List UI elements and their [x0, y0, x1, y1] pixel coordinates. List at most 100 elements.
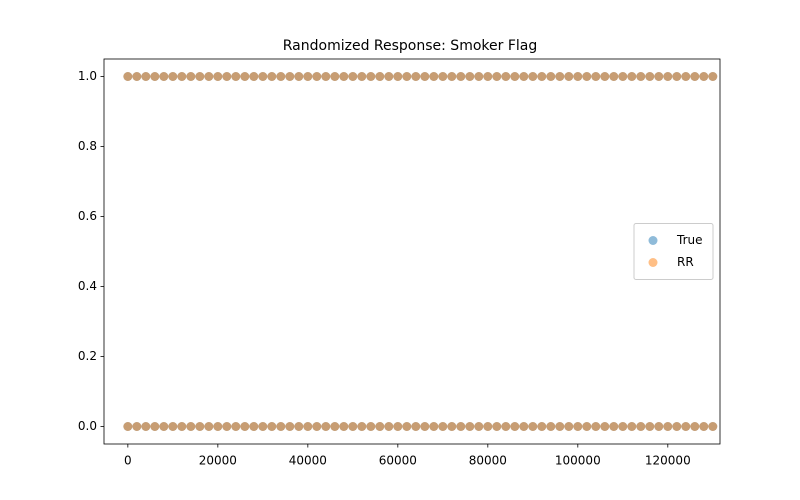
scatter-point — [636, 72, 646, 81]
legend-label: RR — [677, 255, 694, 269]
scatter-point — [339, 422, 349, 431]
scatter-point — [591, 72, 601, 81]
scatter-point — [195, 422, 205, 431]
x-tick-label: 0 — [124, 454, 132, 468]
scatter-point — [348, 72, 358, 81]
legend-marker — [648, 258, 658, 267]
scatter-point — [474, 422, 484, 431]
scatter-point — [132, 72, 142, 81]
scatter-point — [573, 422, 583, 431]
scatter-point — [600, 422, 610, 431]
scatter-point — [204, 72, 214, 81]
scatter-point — [573, 72, 583, 81]
scatter-point — [654, 72, 664, 81]
scatter-point — [267, 422, 277, 431]
scatter-point — [618, 72, 628, 81]
scatter-point — [537, 72, 547, 81]
legend-marker — [648, 236, 658, 245]
y-tick-label: 0.0 — [78, 419, 97, 433]
scatter-point — [690, 422, 700, 431]
x-tick-label: 120000 — [645, 454, 691, 468]
scatter-point — [438, 422, 448, 431]
scatter-point — [519, 72, 529, 81]
scatter-point — [141, 72, 151, 81]
scatter-point — [231, 72, 241, 81]
x-tick-label: 20000 — [199, 454, 237, 468]
scatter-point — [483, 422, 493, 431]
scatter-point — [384, 422, 394, 431]
scatter-point — [663, 422, 673, 431]
scatter-point — [213, 422, 223, 431]
scatter-point — [150, 422, 160, 431]
scatter-point — [546, 422, 556, 431]
scatter-point — [636, 422, 646, 431]
scatter-point — [483, 72, 493, 81]
scatter-point — [708, 422, 718, 431]
scatter-point — [159, 422, 169, 431]
scatter-point — [366, 72, 376, 81]
scatter-point — [600, 72, 610, 81]
scatter-point — [348, 422, 358, 431]
scatter-point — [708, 72, 718, 81]
scatter-point — [357, 72, 367, 81]
scatter-point — [411, 422, 421, 431]
scatter-point — [627, 422, 637, 431]
y-tick-label: 0.2 — [78, 349, 97, 363]
scatter-point — [312, 422, 322, 431]
y-tick-label: 0.8 — [78, 139, 97, 153]
scatter-point — [492, 72, 502, 81]
scatter-point — [456, 72, 466, 81]
scatter-point — [429, 422, 439, 431]
scatter-point — [690, 72, 700, 81]
scatter-point — [582, 72, 592, 81]
scatter-point — [627, 72, 637, 81]
scatter-point — [537, 422, 547, 431]
scatter-point — [465, 72, 475, 81]
scatter-point — [375, 72, 385, 81]
scatter-point — [177, 422, 187, 431]
scatter-point — [564, 72, 574, 81]
scatter-point — [231, 422, 241, 431]
scatter-point — [366, 422, 376, 431]
y-tick-label: 0.4 — [78, 279, 97, 293]
scatter-point — [303, 422, 313, 431]
scatter-point — [303, 72, 313, 81]
scatter-point — [213, 72, 223, 81]
scatter-point — [177, 72, 187, 81]
scatter-point — [645, 72, 655, 81]
scatter-point — [321, 422, 331, 431]
scatter-point — [672, 72, 682, 81]
scatter-point — [357, 422, 367, 431]
scatter-point — [285, 72, 295, 81]
chart-title: Randomized Response: Smoker Flag — [283, 38, 537, 54]
scatter-point — [528, 422, 538, 431]
scatter-point — [618, 422, 628, 431]
scatter-point — [204, 422, 214, 431]
scatter-point — [465, 422, 475, 431]
scatter-point — [663, 72, 673, 81]
scatter-point — [258, 72, 268, 81]
scatter-point — [447, 72, 457, 81]
scatter-point — [339, 72, 349, 81]
scatter-point — [132, 422, 142, 431]
scatter-point — [222, 422, 232, 431]
scatter-point — [393, 422, 403, 431]
scatter-point — [249, 72, 259, 81]
scatter-point — [258, 422, 268, 431]
x-tick-label: 40000 — [289, 454, 327, 468]
y-tick-label: 1.0 — [78, 69, 97, 83]
scatter-point — [645, 422, 655, 431]
scatter-point — [420, 422, 430, 431]
scatter-point — [294, 72, 304, 81]
scatter-point — [510, 422, 520, 431]
scatter-point — [582, 422, 592, 431]
scatter-point — [555, 72, 565, 81]
scatter-point — [672, 422, 682, 431]
scatter-point — [519, 422, 529, 431]
scatter-point — [699, 72, 709, 81]
scatter-point — [438, 72, 448, 81]
x-tick-label: 80000 — [469, 454, 507, 468]
scatter-point — [240, 422, 250, 431]
scatter-point — [123, 72, 133, 81]
